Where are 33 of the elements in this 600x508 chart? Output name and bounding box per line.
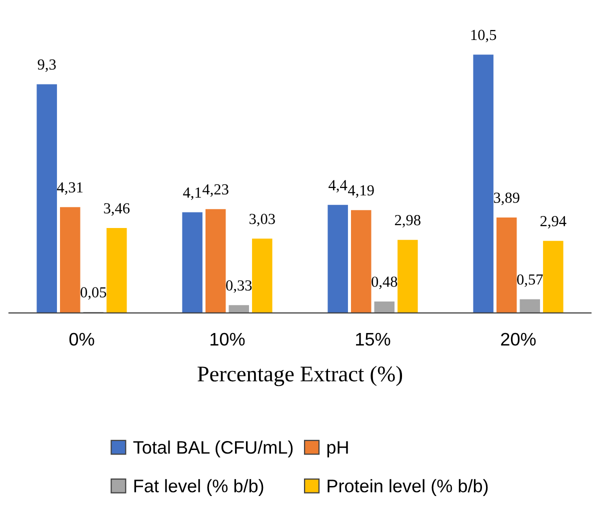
data-label: 4,1: [183, 187, 201, 200]
data-label: 10,5: [471, 30, 496, 42]
x-tick-label: 10%: [210, 332, 245, 346]
bar: [251, 238, 273, 313]
bar: [327, 204, 349, 313]
data-label: 3,03: [250, 214, 275, 226]
legend-label: Protein level (% b/b): [328, 479, 488, 496]
data-label: 0,33: [226, 280, 252, 293]
bar: [542, 240, 564, 313]
data-label: 2,98: [394, 215, 420, 228]
bar: [182, 212, 204, 313]
x-tick-label: 15%: [356, 332, 390, 346]
data-label: 9,3: [38, 59, 56, 72]
x-axis-title: Percentage Extract (%): [198, 366, 402, 386]
data-label: 0,57: [517, 274, 543, 287]
data-label: 4,4: [328, 180, 348, 193]
x-tick-label: 0%: [69, 332, 94, 346]
bar: [106, 227, 128, 313]
data-label: 4,31: [57, 182, 83, 195]
data-label: 3,89: [494, 192, 520, 206]
legend-label: pH: [327, 441, 348, 458]
data-label: 4,19: [348, 185, 374, 198]
bar: [396, 239, 418, 313]
data-label: 0,48: [372, 276, 398, 290]
data-label: 0,05: [80, 287, 106, 300]
data-label: 4,23: [202, 184, 228, 197]
legend-label: Fat level (% b/b): [134, 479, 264, 496]
x-tick-label: 20%: [501, 332, 536, 346]
data-label: 2,94: [540, 216, 566, 228]
data-label: 3,46: [104, 203, 130, 216]
legend-label: Total BAL (CFU/mL): [133, 440, 293, 458]
bar: [36, 84, 58, 313]
bar: [472, 54, 494, 313]
